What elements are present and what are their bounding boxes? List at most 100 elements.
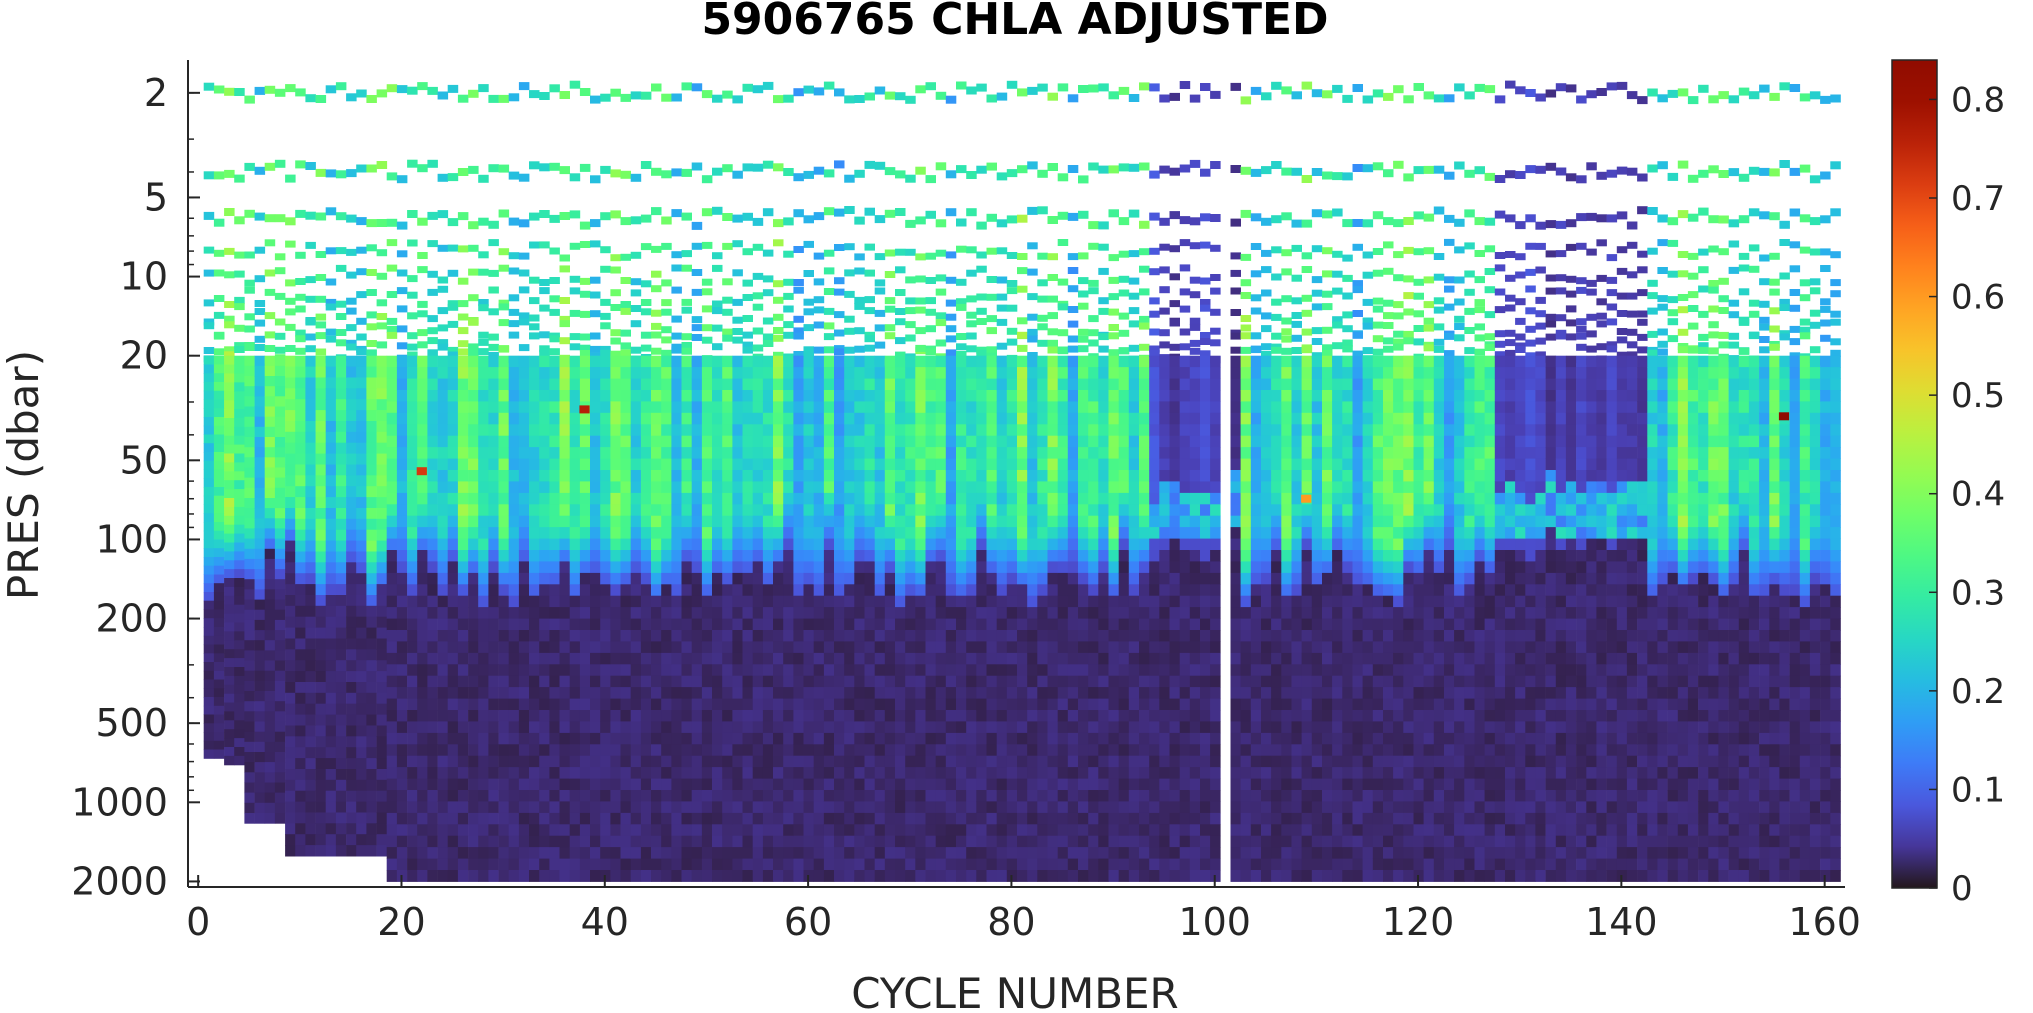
heatmap-cell [956,165,967,174]
heatmap-cell [874,527,886,539]
heatmap-cell [447,492,459,505]
heatmap-cell [1047,515,1058,528]
heatmap-cell [579,584,591,597]
heatmap-cell [651,412,662,425]
heatmap-cell [1037,584,1048,597]
heatmap-cell [651,538,662,551]
heatmap-cell [874,858,886,871]
heatmap-cell [559,91,570,99]
heatmap-cell [478,492,489,505]
heatmap-cell [590,447,601,459]
heatmap-cell [905,538,916,551]
heatmap-cell [529,550,540,562]
heatmap-cell [925,325,936,333]
heatmap-cell [925,277,936,284]
heatmap-cell [620,470,631,482]
heatmap-cell [945,367,957,379]
heatmap-cell [844,732,855,745]
heatmap-cell [386,675,398,688]
heatmap-cell [468,447,479,459]
heatmap-cell [315,551,327,563]
heatmap-cell [1088,767,1099,779]
heatmap-cell [600,492,611,505]
heatmap-cell [742,607,753,619]
heatmap-cell [437,470,449,482]
heatmap-cell [813,824,825,837]
heatmap-cell [701,641,713,654]
heatmap-cell [305,736,316,748]
heatmap-cell [254,437,266,448]
heatmap-cell [376,823,388,835]
heatmap-cell [427,561,438,574]
heatmap-cell [427,458,438,471]
heatmap-cell [935,424,947,437]
heatmap-cell [539,458,550,471]
heatmap-cell [834,88,845,97]
heatmap-cell [793,732,804,745]
heatmap-cell [1108,349,1119,357]
heatmap-cell [773,527,784,539]
heatmap-cell [1078,335,1089,343]
heatmap-cell [518,344,530,352]
heatmap-cell [773,367,784,379]
heatmap-cell [976,378,987,391]
heatmap-cell [1067,607,1079,619]
heatmap-cell [986,162,997,171]
heatmap-cell [783,584,794,597]
heatmap-cell [905,219,916,228]
heatmap-cell [834,801,845,814]
heatmap-cell [976,561,987,574]
heatmap-cell [925,618,936,631]
heatmap-cell [834,561,845,574]
heatmap-cell [1047,274,1058,281]
heatmap-cell [1088,378,1099,391]
heatmap-cell [793,367,804,379]
heatmap-cell [569,664,581,677]
heatmap-cell [590,390,601,402]
heatmap-cell [844,870,855,882]
heatmap-cell [457,870,469,882]
heatmap-cell [783,355,794,368]
heatmap-cell [285,584,296,596]
heatmap-cell [630,710,642,722]
heatmap-cell [915,412,926,425]
heatmap-cell [295,251,306,259]
heatmap-cell [671,687,682,699]
heatmap-cell [457,300,469,308]
heatmap-cell [956,732,967,745]
heatmap-cell [305,529,316,542]
heatmap-cell [976,824,987,837]
heatmap-cell [956,351,967,358]
heatmap-cell [325,207,337,216]
heatmap-cell [539,424,550,437]
heatmap-cell [884,847,896,859]
heatmap-cell [884,91,896,100]
heatmap-cell [274,772,286,783]
heatmap-cell [274,802,286,814]
heatmap-cell [447,447,459,459]
heatmap-cell [671,515,682,528]
heatmap-cell [1037,652,1048,665]
heatmap-cell [213,425,225,435]
heatmap-cell [437,447,449,459]
heatmap-cell [701,630,713,642]
heatmap-cell [447,584,459,597]
heatmap-cell [651,355,662,368]
heatmap-cell [823,267,835,275]
heatmap-cell [1067,630,1079,642]
heatmap-cell [518,790,530,802]
heatmap-cell [834,481,845,494]
heatmap-cell [224,578,235,588]
heatmap-cell [630,435,642,448]
heatmap-cell [1078,847,1089,859]
heatmap-cell [732,652,743,665]
heatmap-cell [986,721,997,734]
heatmap-cell [305,276,316,284]
heatmap-cell [722,801,733,814]
heatmap-cell [234,702,245,712]
heatmap-cell [823,333,835,341]
heatmap-cell [610,824,621,837]
heatmap-cell [569,732,581,745]
heatmap-cell [1098,345,1109,353]
heatmap-cell [681,458,692,471]
